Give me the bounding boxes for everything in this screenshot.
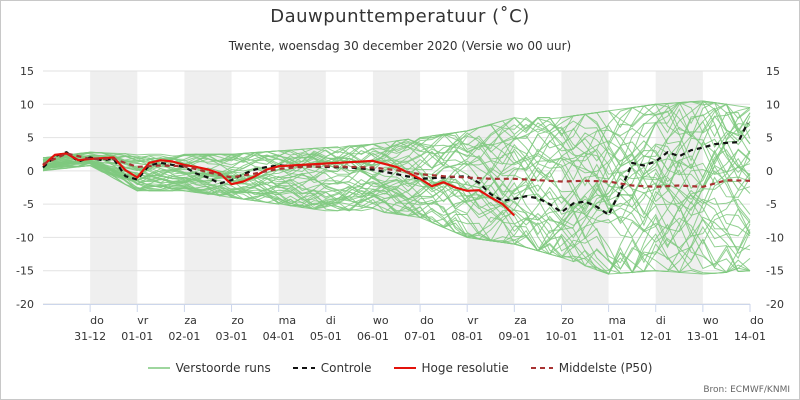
main-series[interactable] bbox=[42, 122, 751, 217]
x-tick-date-label: 06-01 bbox=[357, 330, 389, 343]
legend: Verstoorde runs Controle Hoge resolutie … bbox=[0, 361, 800, 375]
y-tick-label: 0 bbox=[27, 165, 34, 178]
y-axis-right: 15 10 5 0 -5 -10 -15 -20 bbox=[766, 65, 784, 311]
ensemble-member-line bbox=[42, 100, 751, 180]
x-tick-day-label: di bbox=[326, 314, 336, 327]
y-tick-label: -15 bbox=[766, 265, 784, 278]
x-tick-date-label: 07-01 bbox=[404, 330, 436, 343]
x-tick-date-label: 11-01 bbox=[593, 330, 625, 343]
y-tick-label: 10 bbox=[766, 98, 780, 111]
y-tick-label: -10 bbox=[16, 231, 34, 244]
weekday-band bbox=[90, 71, 138, 304]
x-tick-date-label: 13-01 bbox=[687, 330, 719, 343]
ensemble-member-line bbox=[42, 158, 751, 222]
x-tick-date-label: 09-01 bbox=[498, 330, 530, 343]
x-tick-date-label: 31-12 bbox=[74, 330, 106, 343]
y-tick-label: -15 bbox=[16, 265, 34, 278]
weekday-bands bbox=[90, 71, 703, 304]
ensemble-member-line bbox=[42, 158, 751, 275]
x-tick-day-label: vr bbox=[467, 314, 479, 327]
legend-label: Middelste (P50) bbox=[558, 361, 653, 375]
series-line-middelste-p50 bbox=[42, 152, 751, 188]
ensemble-member-line bbox=[42, 110, 751, 209]
ensemble-member-line bbox=[42, 140, 751, 237]
x-tick-date-label: 10-01 bbox=[545, 330, 577, 343]
x-tick-day-label: ma bbox=[279, 314, 296, 327]
x-tick-day-label: ma bbox=[609, 314, 626, 327]
y-tick-label: -20 bbox=[16, 298, 34, 311]
legend-item-ctrl[interactable]: Controle bbox=[292, 361, 372, 375]
x-tick-day-label: do bbox=[90, 314, 104, 327]
ensemble-member-line bbox=[42, 159, 751, 270]
y-tick-label: 15 bbox=[20, 65, 34, 78]
weekday-band bbox=[561, 71, 609, 304]
y-tick-label: 15 bbox=[766, 65, 780, 78]
x-tick-day-label: di bbox=[656, 314, 666, 327]
ensemble-member-line bbox=[42, 101, 751, 193]
x-tick-day-label: wo bbox=[373, 314, 389, 327]
y-axis-left: 15 10 5 0 -5 -10 -15 -20 bbox=[16, 65, 34, 311]
chart-subtitle: Twente, woensdag 30 december 2020 (Versi… bbox=[228, 39, 572, 53]
y-tick-label: 10 bbox=[20, 98, 34, 111]
x-tick-day-label: do bbox=[750, 314, 764, 327]
y-tick-label: 5 bbox=[27, 132, 34, 145]
legend-item-p50[interactable]: Middelste (P50) bbox=[530, 361, 653, 375]
x-tick-date-label: 02-01 bbox=[168, 330, 200, 343]
x-tick-date-label: 14-01 bbox=[734, 330, 766, 343]
ensemble-member-line bbox=[42, 120, 751, 191]
legend-swatch-icon bbox=[147, 367, 170, 369]
x-tick-day-label: za bbox=[184, 314, 197, 327]
legend-swatch-icon bbox=[530, 367, 553, 369]
ensemble-member-line bbox=[42, 102, 751, 180]
ensemble-series[interactable] bbox=[42, 100, 751, 275]
x-tick-date-label: 12-01 bbox=[640, 330, 672, 343]
chart-title: Dauwpunttemperatuur (˚C) bbox=[270, 6, 530, 27]
y-tick-label: 5 bbox=[766, 132, 773, 145]
legend-item-ens[interactable]: Verstoorde runs bbox=[147, 361, 271, 375]
legend-swatch-icon bbox=[292, 367, 315, 369]
x-tick-date-label: 05-01 bbox=[310, 330, 342, 343]
y-tick-label: -5 bbox=[23, 198, 34, 211]
ensemble-member-line bbox=[42, 164, 751, 266]
source-credit[interactable]: Bron: ECMWF/KNMI bbox=[703, 385, 790, 395]
legend-swatch-icon bbox=[393, 367, 416, 369]
x-tick-day-label: zo bbox=[232, 314, 245, 327]
x-tick-day-label: wo bbox=[703, 314, 719, 327]
x-tick-day-label: zo bbox=[561, 314, 574, 327]
ensemble-member-line bbox=[42, 107, 751, 174]
legend-label: Hoge resolutie bbox=[421, 361, 509, 375]
x-tick-date-label: 08-01 bbox=[451, 330, 483, 343]
ensemble-member-line bbox=[42, 151, 751, 275]
x-tick-day-label: vr bbox=[137, 314, 149, 327]
y-tick-label: 0 bbox=[766, 165, 773, 178]
legend-item-hres[interactable]: Hoge resolutie bbox=[393, 361, 509, 375]
x-tick-date-label: 04-01 bbox=[263, 330, 295, 343]
x-axis: do 31-12 vr 01-01 za 02-01 zo 03-01 ma 04-01 di 05-… bbox=[74, 304, 766, 343]
x-tick-day-label: za bbox=[514, 314, 527, 327]
legend-label: Controle bbox=[320, 361, 372, 375]
x-tick-day-label: do bbox=[420, 314, 434, 327]
ensemble-member-line bbox=[42, 149, 751, 259]
series-line-hoge-resolutie bbox=[42, 152, 516, 217]
y-tick-label: -20 bbox=[766, 298, 784, 311]
x-tick-date-label: 01-01 bbox=[121, 330, 153, 343]
x-tick-date-label: 03-01 bbox=[216, 330, 248, 343]
ensemble-member-line bbox=[42, 162, 751, 275]
weekday-band bbox=[278, 71, 326, 304]
legend-label: Verstoorde runs bbox=[175, 361, 271, 375]
y-tick-label: -10 bbox=[766, 231, 784, 244]
y-tick-label: -5 bbox=[766, 198, 777, 211]
ensemble-member-line bbox=[42, 151, 751, 227]
